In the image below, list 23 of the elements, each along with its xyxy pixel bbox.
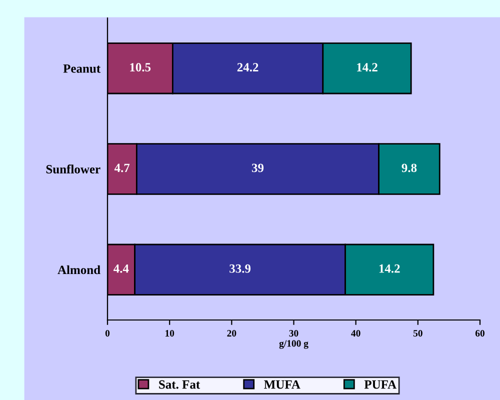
x-axis-title: g/100 g <box>279 340 308 349</box>
legend-label: Sat. Fat <box>159 380 200 389</box>
data-label: 10.5 <box>130 63 151 72</box>
legend-label: MUFA <box>264 380 300 389</box>
y-tick-label: Sunflower <box>46 164 100 174</box>
x-tick-label: 30 <box>289 330 298 337</box>
x-tick-label: 40 <box>351 330 360 337</box>
x-tick-label: 60 <box>475 330 484 337</box>
data-label: 39 <box>252 164 264 172</box>
x-tick-label: 50 <box>413 330 422 337</box>
x-tick-label: 0 <box>105 330 110 337</box>
y-tick-label: Peanut <box>63 64 100 73</box>
data-label: 4.4 <box>114 264 129 273</box>
data-label: 14.2 <box>357 63 378 72</box>
data-label: 9.8 <box>402 164 417 172</box>
x-tick-label: 10 <box>166 330 174 337</box>
data-label: 24.2 <box>237 63 258 72</box>
y-tick-label: Almond <box>58 265 100 274</box>
data-label: 33.9 <box>230 264 251 273</box>
data-label: 14.2 <box>379 264 400 273</box>
legend-label: PUFA <box>364 380 396 389</box>
x-tick-label: 20 <box>227 330 236 337</box>
data-label: 4.7 <box>114 164 130 172</box>
